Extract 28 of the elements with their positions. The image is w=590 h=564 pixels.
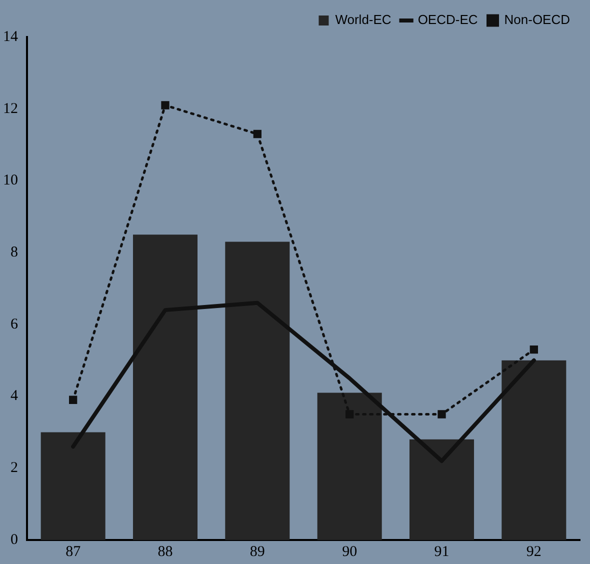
x-tick-label: 90 (342, 544, 358, 560)
bar (40, 432, 106, 540)
bar (502, 360, 566, 540)
y-tick-label: 14 (3, 28, 18, 45)
y-tick-label: 12 (3, 100, 18, 117)
bar (132, 234, 198, 540)
y-tick-label: 10 (3, 172, 18, 189)
bar (409, 439, 474, 540)
x-tick-label: 91 (434, 544, 450, 560)
y-tick-label: 2 (10, 460, 18, 476)
x-tick-label: 88 (158, 544, 173, 560)
y-tick-label: 6 (10, 316, 18, 332)
x-tick-label: 89 (250, 544, 265, 560)
bar (317, 392, 382, 540)
y-tick-label: 0 (10, 532, 18, 548)
point (438, 410, 446, 418)
legend-label: OECD-EC (418, 12, 478, 28)
y-tick-label: 4 (10, 388, 18, 404)
point (253, 130, 262, 138)
point (161, 101, 170, 110)
point (69, 396, 78, 404)
x-tick-label: 92 (526, 544, 542, 560)
legend-label: World-EC (335, 12, 392, 28)
x-tick-label: 87 (66, 544, 82, 560)
legend-label: Non-OECD (504, 12, 570, 28)
y-tick-label: 8 (10, 244, 18, 261)
point (530, 346, 538, 354)
bar (225, 242, 290, 540)
